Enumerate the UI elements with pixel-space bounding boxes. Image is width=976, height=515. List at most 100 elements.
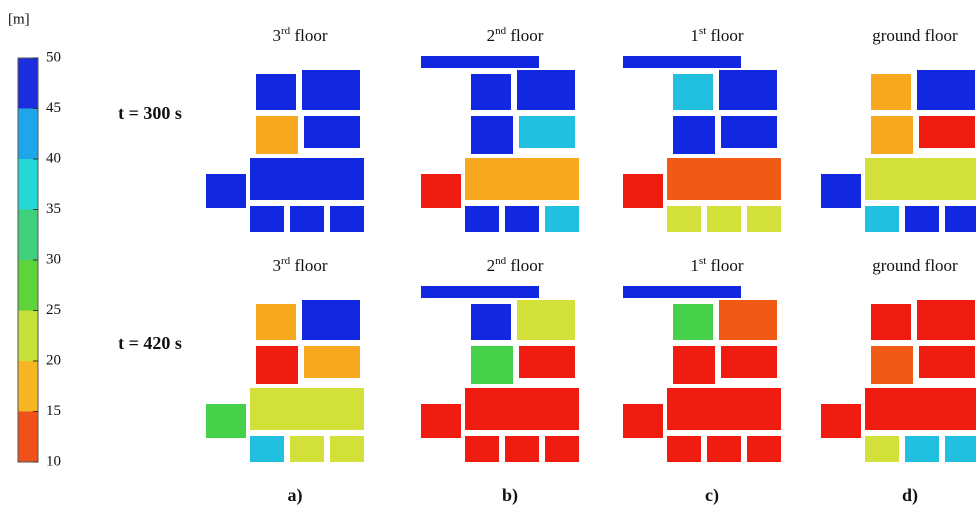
- floor-title: 3rd floor: [273, 255, 328, 275]
- room: [420, 403, 462, 439]
- colorbar-tick-label: 30: [46, 251, 61, 267]
- room: [205, 173, 247, 209]
- floor-plan: [420, 55, 580, 233]
- room: [870, 115, 914, 155]
- room: [870, 73, 912, 111]
- colorbar-tick-label: 15: [46, 403, 61, 419]
- room: [470, 115, 514, 155]
- room: [666, 157, 782, 201]
- floor-title: 2nd floor: [487, 25, 544, 45]
- floor-title-main: 2: [487, 26, 496, 45]
- floor-title: ground floor: [872, 26, 958, 45]
- floor-title-main: 3: [273, 26, 282, 45]
- floor-title-main: 2: [487, 256, 496, 275]
- room: [301, 69, 361, 111]
- room: [329, 435, 365, 463]
- floor-title-main: 1: [690, 26, 699, 45]
- floor-plan: [820, 299, 976, 463]
- room: [622, 403, 664, 439]
- floor-title: 1st floor: [690, 25, 743, 45]
- room: [706, 205, 742, 233]
- room: [255, 303, 297, 341]
- floor-plan: [420, 285, 580, 463]
- room: [870, 345, 914, 385]
- panel-label: a): [288, 485, 303, 506]
- floor-plan: [622, 285, 782, 463]
- room: [672, 73, 714, 111]
- floor-plan: [622, 55, 782, 233]
- colorbar-band: [18, 58, 38, 109]
- room: [470, 345, 514, 385]
- room: [329, 205, 365, 233]
- room: [720, 345, 778, 379]
- room: [904, 205, 940, 233]
- room: [420, 173, 462, 209]
- room: [944, 205, 976, 233]
- room: [544, 205, 580, 233]
- colorbar-unit: [m]: [8, 11, 30, 27]
- colorbar-band: [18, 109, 38, 160]
- room: [718, 69, 778, 111]
- room: [672, 303, 714, 341]
- room: [464, 435, 500, 463]
- floor-title-sup: nd: [495, 25, 507, 37]
- room: [622, 173, 664, 209]
- room: [622, 285, 742, 299]
- floor-title: 1st floor: [690, 255, 743, 275]
- room: [544, 435, 580, 463]
- room: [622, 55, 742, 69]
- room: [303, 115, 361, 149]
- room: [464, 157, 580, 201]
- floor-plan: [205, 69, 365, 233]
- room: [464, 205, 500, 233]
- floor-title-main: 1: [690, 256, 699, 275]
- room: [420, 55, 540, 69]
- room: [746, 205, 782, 233]
- panel-label: b): [502, 485, 518, 506]
- floor-title-main: ground floor: [872, 256, 958, 275]
- colorbar-band: [18, 361, 38, 412]
- floor-title-rest: floor: [290, 256, 328, 275]
- room: [255, 345, 299, 385]
- figure: [m]504540353025201510t = 300 s3rd floor2…: [0, 0, 976, 515]
- floor-title-sup: nd: [495, 255, 507, 267]
- room: [864, 387, 976, 431]
- room: [864, 435, 900, 463]
- room: [205, 403, 247, 439]
- colorbar-tick-label: 45: [46, 100, 61, 116]
- room: [904, 435, 940, 463]
- floor-title-rest: floor: [706, 26, 744, 45]
- room: [516, 69, 576, 111]
- colorbar-band: [18, 159, 38, 210]
- room: [255, 115, 299, 155]
- floor-title: 2nd floor: [487, 255, 544, 275]
- room: [504, 205, 540, 233]
- room: [470, 303, 512, 341]
- room: [944, 435, 976, 463]
- room: [918, 345, 976, 379]
- panel-label: d): [902, 485, 918, 506]
- room: [464, 387, 580, 431]
- room: [470, 73, 512, 111]
- colorbar-tick-label: 40: [46, 150, 61, 166]
- room: [666, 205, 702, 233]
- colorbar-tick-label: 50: [46, 49, 61, 65]
- room: [666, 435, 702, 463]
- room: [864, 205, 900, 233]
- room: [820, 403, 862, 439]
- colorbar-band: [18, 311, 38, 362]
- floor-plan: [820, 69, 976, 233]
- room: [289, 435, 325, 463]
- floor-title-sup: st: [699, 255, 706, 267]
- room: [746, 435, 782, 463]
- room: [666, 387, 782, 431]
- room: [820, 173, 862, 209]
- room: [249, 205, 285, 233]
- floor-title-rest: floor: [290, 26, 328, 45]
- room: [718, 299, 778, 341]
- room: [289, 205, 325, 233]
- room: [672, 345, 716, 385]
- room: [518, 115, 576, 149]
- colorbar-tick-label: 25: [46, 302, 61, 318]
- floor-title: 3rd floor: [273, 25, 328, 45]
